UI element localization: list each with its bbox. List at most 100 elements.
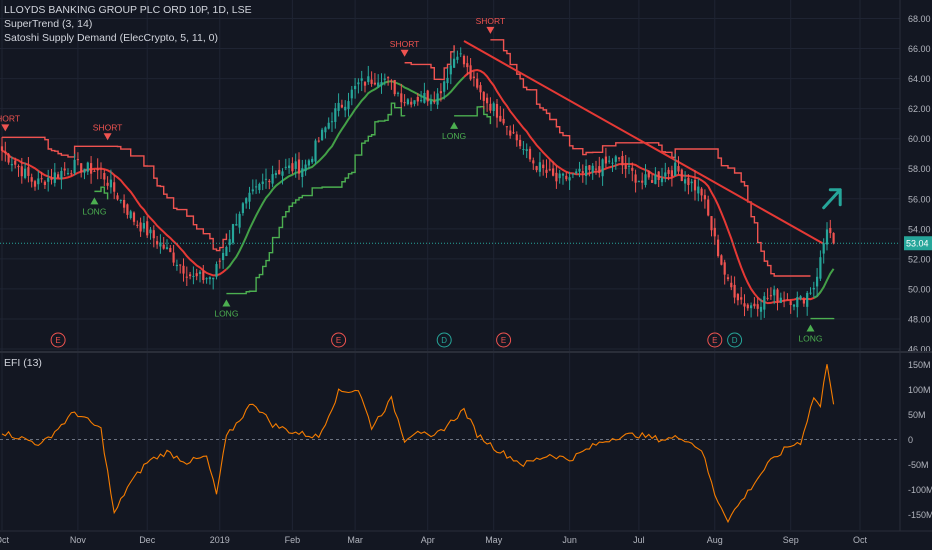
candle-body — [37, 178, 40, 185]
event-marker — [50, 332, 66, 348]
efi-line — [1, 364, 835, 524]
candle-body — [245, 198, 248, 204]
candle-body — [690, 181, 693, 184]
short-label: SHORT — [390, 39, 420, 49]
candle-body — [756, 304, 759, 309]
candle-body — [373, 82, 376, 85]
long-arrow — [450, 121, 459, 129]
candle-body — [40, 178, 43, 180]
candle-body — [162, 244, 165, 249]
price-axis-label: 68.00 — [908, 14, 931, 24]
candle-body — [806, 292, 809, 307]
candle-body — [367, 76, 370, 83]
candle-body — [175, 264, 178, 267]
candle-body — [228, 239, 231, 246]
candle-body — [136, 224, 139, 226]
candle-body — [268, 180, 271, 183]
candle-body — [495, 103, 499, 118]
short-arrow — [486, 26, 495, 34]
candle-body — [179, 264, 182, 266]
time-axis-label: Sep — [783, 535, 799, 545]
supertrend-support-line — [226, 102, 406, 295]
candle-body — [456, 56, 459, 60]
candle-body — [509, 130, 512, 136]
candle-body — [446, 77, 449, 84]
candle-body — [832, 233, 835, 244]
candle-body — [14, 160, 17, 165]
candle-body — [43, 181, 46, 185]
candle-body — [420, 100, 423, 102]
efi-axis-label: 0 — [908, 435, 913, 445]
candle-body — [231, 224, 235, 243]
candle-body — [717, 239, 720, 257]
candle-body — [156, 241, 159, 245]
short-label: SHORT — [93, 122, 123, 132]
efi-legend: EFI (13) — [4, 357, 42, 369]
candle-body — [393, 79, 396, 95]
efi-axis-label: 50M — [908, 410, 926, 420]
candle-body — [459, 53, 462, 55]
candle-body — [30, 177, 33, 182]
candle-body — [429, 100, 433, 105]
candle-body — [499, 115, 502, 122]
candle-body — [347, 101, 350, 110]
candle-body — [439, 91, 442, 94]
candle-body — [707, 199, 710, 216]
candle-body — [697, 186, 700, 194]
supertrend-support-line — [94, 186, 109, 200]
candle-body — [17, 166, 20, 168]
candle-body — [103, 173, 106, 180]
candle-body — [614, 156, 617, 162]
candle-body — [730, 282, 733, 288]
event-label: D — [732, 336, 738, 345]
candle-body — [693, 179, 697, 191]
candle-body — [330, 121, 334, 123]
candle-body — [149, 229, 152, 234]
candle-body — [57, 174, 60, 178]
candle-body — [380, 82, 383, 86]
candle-body — [746, 304, 749, 309]
efi-grid: 150M 100M 50M 0 -50M -100M -150M — [0, 360, 932, 520]
candle-body — [726, 277, 730, 280]
candle-body — [294, 161, 297, 169]
candle-body — [505, 126, 508, 128]
candle-body — [723, 262, 726, 275]
candle-body — [271, 174, 274, 184]
candle-body — [654, 174, 657, 185]
candle-body — [235, 224, 238, 226]
candle-body — [449, 65, 452, 75]
candle-body — [215, 264, 218, 277]
event-marker — [331, 332, 347, 348]
candle-body — [825, 229, 829, 245]
candle-body — [129, 211, 132, 219]
candle-body — [779, 297, 782, 303]
candle-body — [80, 163, 83, 173]
candle-body — [165, 247, 169, 249]
candle-body — [396, 92, 400, 94]
candle-body — [109, 179, 112, 188]
candle-body — [736, 294, 739, 301]
candle-body — [687, 177, 690, 186]
candle-body — [10, 164, 13, 166]
candle-body — [525, 149, 528, 151]
candle-body — [198, 271, 202, 274]
candle-body — [93, 170, 96, 172]
candle-body — [538, 162, 541, 172]
candle-body — [472, 76, 475, 79]
candle-body — [743, 303, 746, 307]
signal-markers: SHORT SHORT LONG LONG SHORT LONG SHORT LONG — [0, 16, 823, 344]
candle-body — [139, 222, 142, 232]
candle-body — [750, 305, 753, 309]
candle-body — [528, 148, 532, 160]
candle-body — [73, 159, 76, 174]
candle-body — [703, 195, 706, 200]
candle-body — [251, 189, 254, 192]
event-label: D — [441, 336, 447, 345]
candle-body — [594, 168, 598, 170]
candle-body — [624, 164, 627, 169]
candle-body — [86, 162, 89, 172]
candle-body — [453, 58, 456, 68]
candle-body — [0, 146, 4, 151]
candle-body — [225, 247, 228, 256]
